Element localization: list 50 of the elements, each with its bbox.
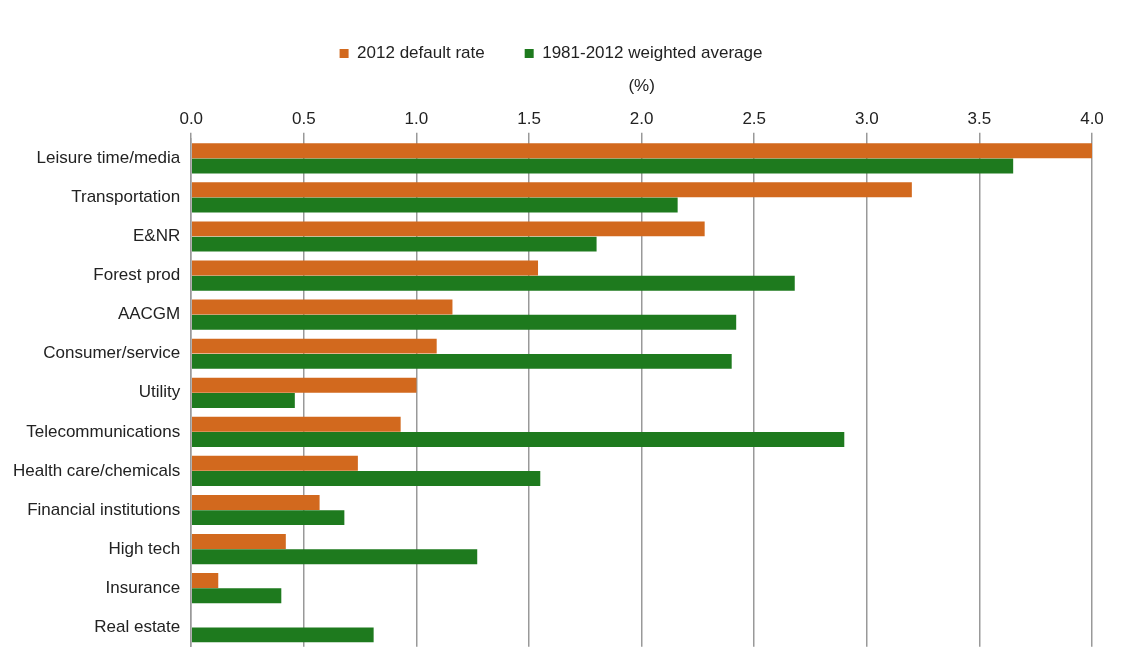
bar <box>191 455 358 471</box>
y-tick-label: Utility <box>138 382 181 402</box>
bar <box>191 221 705 237</box>
bar <box>191 392 295 408</box>
x-tick-label: 2.0 <box>629 109 654 129</box>
bar <box>191 143 1092 159</box>
y-tick-label: Telecommunications <box>26 421 181 441</box>
x-tick-label: 1.5 <box>517 109 541 129</box>
x-tick-label: 1.0 <box>404 109 429 129</box>
bar <box>191 416 401 432</box>
bar <box>191 588 282 604</box>
y-tick-label: Financial institutions <box>27 499 181 519</box>
bar <box>191 275 795 291</box>
bar <box>191 627 374 643</box>
y-tick-label: Consumer/service <box>43 343 181 363</box>
bar <box>191 534 286 549</box>
bar <box>191 471 541 487</box>
y-tick-label: Insurance <box>105 577 181 597</box>
bar <box>191 353 732 369</box>
bar <box>191 573 219 589</box>
y-tick-label: Leisure time/media <box>36 148 181 168</box>
bar <box>191 236 597 252</box>
bar <box>191 510 345 526</box>
bar <box>191 197 678 213</box>
bar <box>191 494 320 510</box>
x-tick-label: 0.5 <box>292 109 316 129</box>
y-tick-label: High tech <box>108 538 181 558</box>
bar <box>191 338 437 354</box>
y-tick-label: Health care/chemicals <box>12 460 181 480</box>
bar <box>191 377 417 393</box>
bar <box>191 182 912 198</box>
y-tick-label: AACGM <box>117 304 181 324</box>
bar <box>191 299 453 315</box>
y-tick-label: Transportation <box>71 187 181 207</box>
legend-label: 1981-2012 weighted average <box>542 43 763 63</box>
x-tick-label: 3.0 <box>854 109 879 129</box>
legend-label: 2012 default rate <box>357 43 485 63</box>
x-axis-title: (%) <box>628 75 655 95</box>
bar <box>191 260 539 276</box>
bar <box>191 432 845 447</box>
x-tick-label: 0.0 <box>179 109 204 129</box>
x-tick-label: 4.0 <box>1080 109 1104 129</box>
y-tick-label: Real estate <box>94 616 181 636</box>
y-tick-label: Forest prod <box>93 265 181 285</box>
bar <box>191 158 1014 174</box>
y-tick-label: E&NR <box>133 226 181 246</box>
bar <box>191 549 478 565</box>
x-tick-label: 2.5 <box>742 109 767 129</box>
x-tick-label: 3.5 <box>967 109 992 129</box>
bar <box>191 314 737 330</box>
